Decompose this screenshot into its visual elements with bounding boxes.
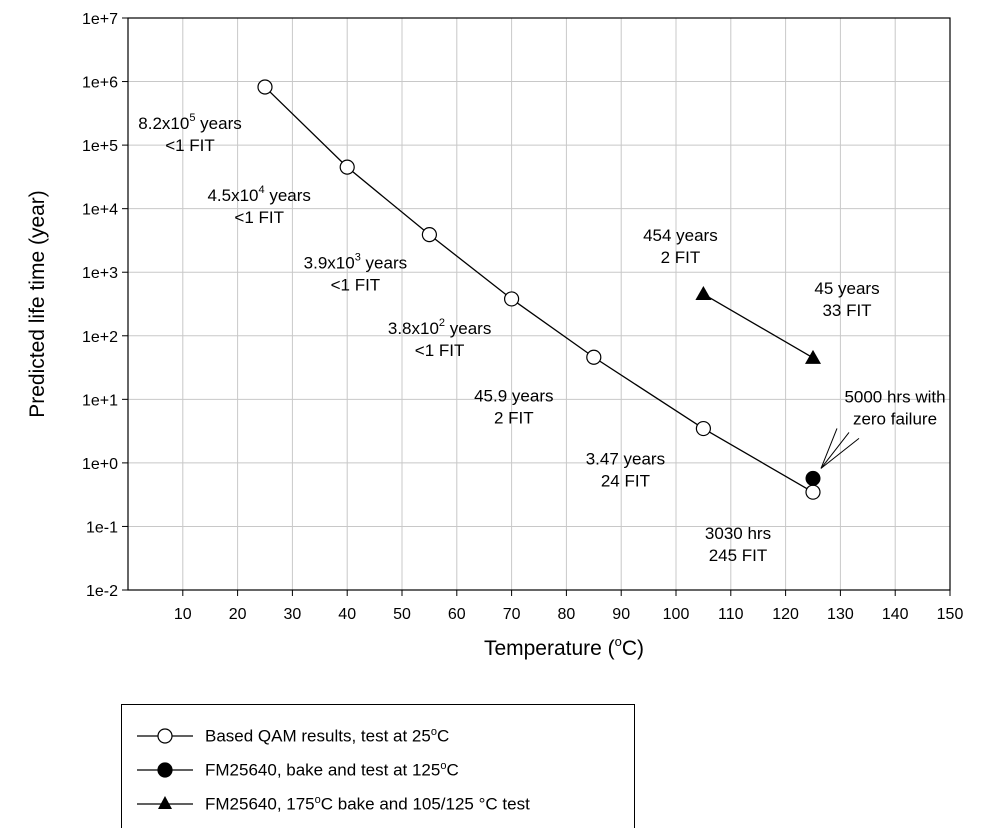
data-point-open-circle <box>339 159 355 175</box>
x-tick-label: 110 <box>718 606 744 623</box>
annotation-line1: 45.9 years <box>474 386 553 405</box>
y-tick-label: 1e+3 <box>82 265 118 282</box>
annotation-line2: zero failure <box>853 409 937 428</box>
annotation-line1: 454 years <box>643 226 718 245</box>
open-circle-line-icon <box>137 728 193 744</box>
annotation-line2: 245 FIT <box>709 546 768 565</box>
annotation-arrow <box>820 432 850 469</box>
annotation-line1: 3.47 years <box>586 450 665 469</box>
x-axis-title: Temperature (oC) <box>484 634 644 660</box>
legend: Based QAM results, test at 25oC FM25640,… <box>121 704 635 828</box>
grid <box>128 18 950 590</box>
x-tick-label: 50 <box>393 606 411 623</box>
y-tick-label: 1e+2 <box>82 329 118 346</box>
plot-frame <box>127 17 951 591</box>
annotation-line1: 3.8x102 years <box>388 317 491 338</box>
x-tick-label: 20 <box>229 606 247 623</box>
legend-item-bake-125: FM25640, bake and test at 125oC <box>122 757 459 783</box>
x-tick-label: 30 <box>284 606 302 623</box>
annotation-line2: 33 FIT <box>822 301 871 320</box>
annotation-line1: 5000 hrs with <box>844 387 945 406</box>
x-tick-label: 60 <box>448 606 466 623</box>
series-line <box>703 293 814 359</box>
annotation-line2: <1 FIT <box>331 276 381 295</box>
y-tick-label: 1e+0 <box>82 456 118 473</box>
y-tick-label: 1e+6 <box>82 75 118 92</box>
x-tick-label: 70 <box>503 606 521 623</box>
legend-label: FM25640, bake and test at 125oC <box>205 759 459 780</box>
annotation-line2: 24 FIT <box>601 472 650 491</box>
annotation-line1: 4.5x104 years <box>207 184 310 205</box>
annotation-line2: <1 FIT <box>234 208 284 227</box>
data-point-filled-triangle <box>695 286 712 301</box>
y-axis-title: Predicted life time (year) <box>26 190 49 418</box>
annotation-line1: 8.2x105 years <box>138 112 241 133</box>
x-tick-label: 100 <box>663 606 690 623</box>
tick-labels: 10 20 30 40 50 60 70 80 90 100 110 120 130 140 150 1e-2… <box>82 11 963 623</box>
x-tick-label: 150 <box>937 606 964 623</box>
annotations: 8.2x105 years <1 FIT 4.5x104 years <1 FIT 3.… <box>138 112 945 565</box>
data-point-open-circle <box>257 79 273 95</box>
annotation-line2: 2 FIT <box>494 408 534 427</box>
data-point-open-circle <box>586 349 602 365</box>
series-layer <box>257 79 821 500</box>
data-point-open-circle <box>504 291 520 307</box>
filled-circle-line-icon <box>137 762 193 778</box>
data-point-open-circle <box>421 227 437 243</box>
data-point-filled-triangle <box>805 349 821 364</box>
x-tick-label: 120 <box>772 606 799 623</box>
data-point-open-circle <box>805 484 821 500</box>
filled-triangle-line-icon <box>137 796 193 809</box>
y-tick-label: 1e+1 <box>82 392 118 409</box>
annotation-arrow <box>820 438 860 469</box>
annotation-arrow <box>820 428 838 469</box>
legend-label: FM25640, 175oC bake and 105/125 °C test <box>205 793 530 814</box>
chart: 10 20 30 40 50 60 70 80 90 100 110 120 130 140 150 1e-2… <box>26 11 963 660</box>
legend-item-bake-175: FM25640, 175oC bake and 105/125 °C test <box>122 791 530 817</box>
y-tick-label: 1e-2 <box>86 583 118 600</box>
annotation-line2: <1 FIT <box>415 341 465 360</box>
x-tick-label: 140 <box>882 606 909 623</box>
x-tick-label: 40 <box>338 606 356 623</box>
data-point-open-circle <box>695 420 712 437</box>
x-tick-label: 90 <box>612 606 630 623</box>
axes <box>122 17 951 596</box>
y-tick-label: 1e+7 <box>82 11 118 28</box>
legend-label: Based QAM results, test at 25oC <box>205 725 450 746</box>
annotation-line1: 45 years <box>814 279 879 298</box>
y-tick-label: 1e+5 <box>82 138 118 155</box>
annotation-line2: 2 FIT <box>661 248 701 267</box>
x-tick-label: 10 <box>174 606 192 623</box>
legend-item-qam: Based QAM results, test at 25oC <box>122 723 449 749</box>
x-tick-label: 80 <box>558 606 576 623</box>
y-tick-label: 1e-1 <box>86 519 118 536</box>
x-tick-label: 130 <box>827 606 854 623</box>
annotation-line1: 3.9x103 years <box>304 252 407 273</box>
annotation-line1: 3030 hrs <box>705 524 771 543</box>
data-point-filled-circle <box>805 470 821 486</box>
y-tick-label: 1e+4 <box>82 202 118 219</box>
annotation-line2: <1 FIT <box>165 136 215 155</box>
